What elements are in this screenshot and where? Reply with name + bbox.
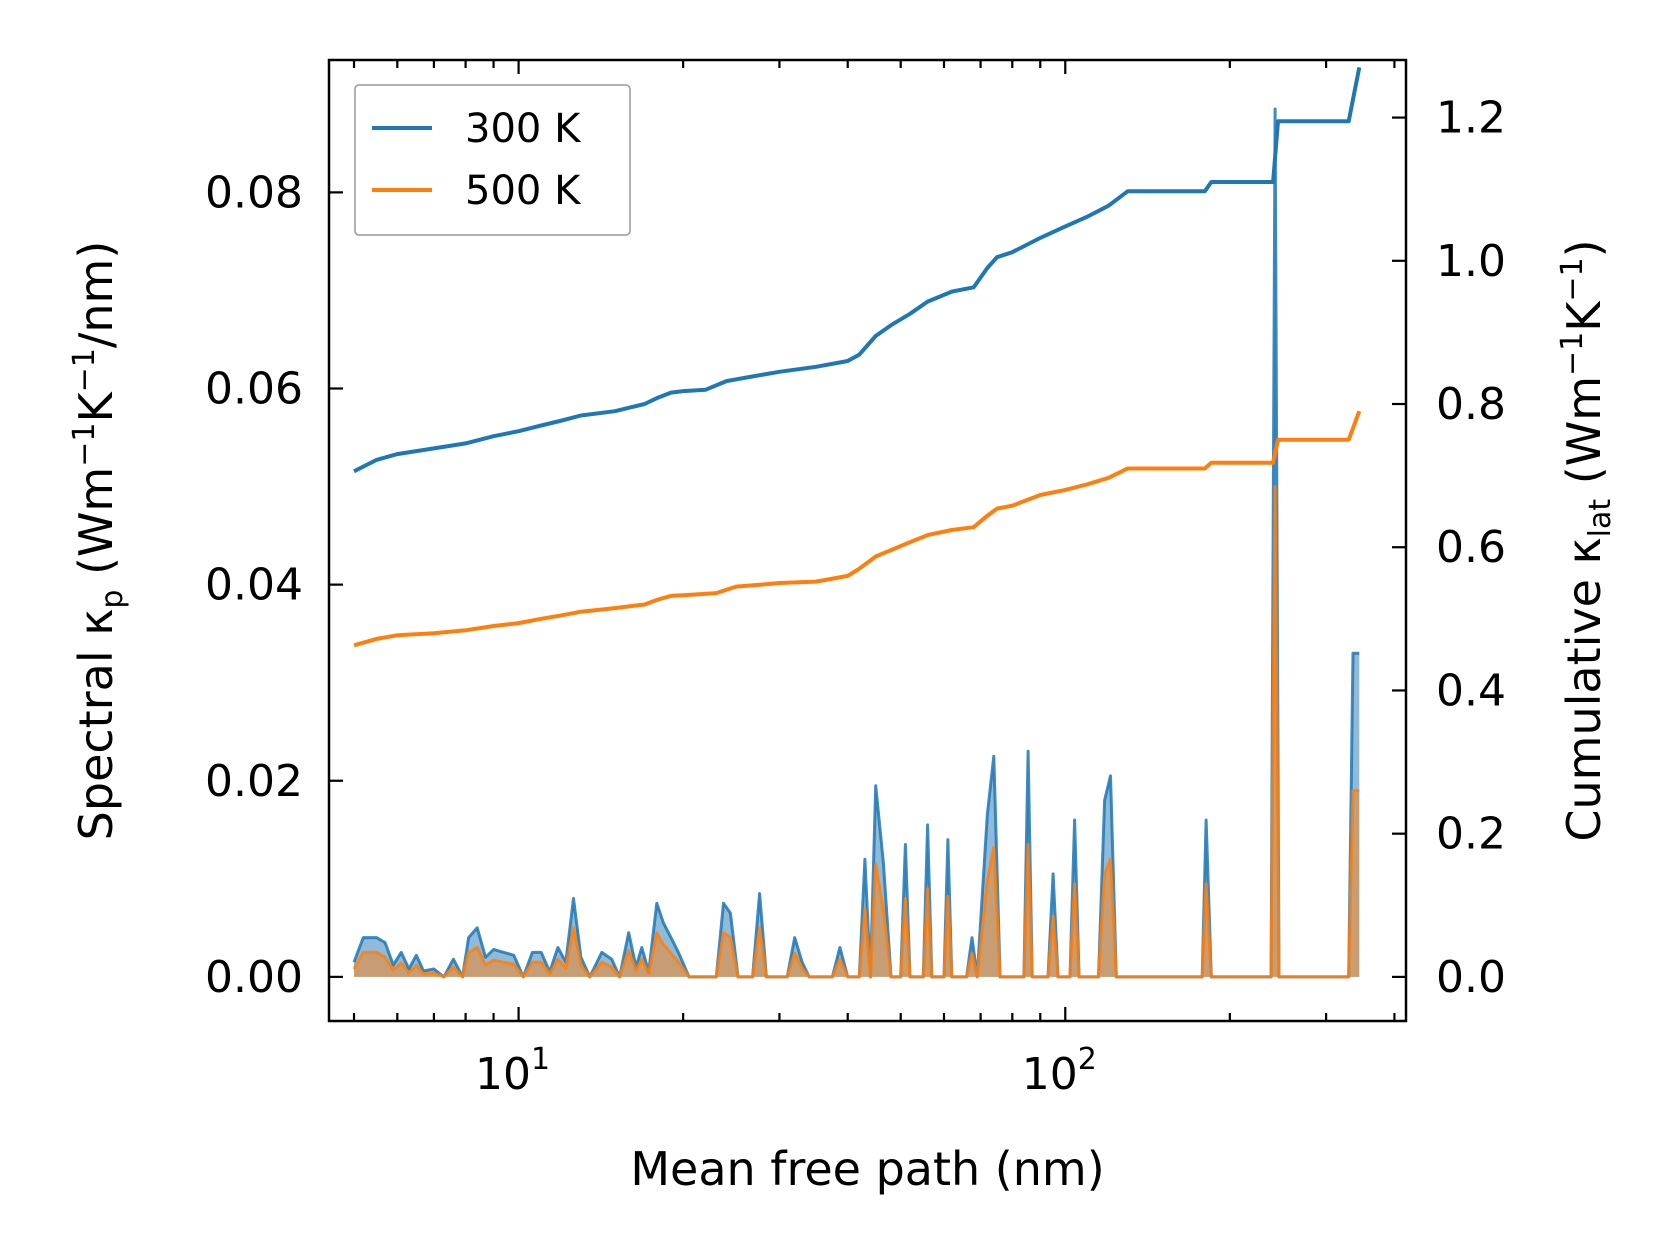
y-right-tick-label: 0.6 bbox=[1436, 522, 1506, 573]
plot-frame bbox=[327, 58, 1408, 1023]
y-right-axis-title: Cumulative κlat (Wm−1K−1) bbox=[1555, 239, 1618, 841]
x-tick-label: 102 bbox=[1022, 1042, 1097, 1100]
y-right-tick-label: 1.2 bbox=[1436, 93, 1506, 144]
legend: 300 K 500 K bbox=[354, 84, 631, 236]
y-right-tick-label: 1.0 bbox=[1436, 236, 1506, 287]
y-left-axis-title: Spectral κp (Wm−1K−1/nm) bbox=[67, 241, 130, 841]
y-left-tick-label: 0.04 bbox=[205, 560, 303, 611]
y-right-title-unit: (Wm bbox=[1557, 376, 1611, 499]
y-left-title-main: Spectral κ bbox=[69, 609, 123, 841]
y-right-tick-label: 0.8 bbox=[1436, 379, 1506, 430]
spectral-fill-layer bbox=[352, 107, 1360, 979]
y-right-title-k: K bbox=[1557, 300, 1611, 332]
y-left-title-unit: (Wm bbox=[69, 467, 123, 590]
tick-layer: 101 1020.000.020.040.060.080.00.20.40.60.… bbox=[205, 60, 1506, 1100]
y-right-title-sup1: −1 bbox=[1555, 332, 1590, 376]
spectral-fill-300k bbox=[354, 109, 1360, 977]
y-right-tick-label: 0.2 bbox=[1436, 809, 1506, 860]
x-tick-label-base: 10 bbox=[1022, 1049, 1078, 1100]
cumulative-line-500k bbox=[353, 410, 1362, 648]
y-left-title-sup2: −1 bbox=[67, 348, 102, 392]
spectral-line-500k bbox=[352, 485, 1360, 979]
spectral-line-300k bbox=[352, 107, 1360, 979]
y-right-title-main: Cumulative κ bbox=[1557, 537, 1611, 841]
x-tick-label-exp: 1 bbox=[531, 1042, 550, 1077]
y-right-tick-label: 0.4 bbox=[1436, 665, 1506, 716]
y-left-title-sup1: −1 bbox=[67, 423, 102, 467]
x-tick-label-base: 10 bbox=[475, 1049, 531, 1100]
legend-box bbox=[354, 84, 631, 236]
y-left-title-tail: /nm) bbox=[69, 241, 123, 348]
legend-label-300k: 300 K bbox=[465, 106, 582, 152]
y-left-tick-label: 0.06 bbox=[205, 364, 303, 415]
y-right-title-sub: lat bbox=[1583, 499, 1618, 538]
x-axis-title: Mean free path (nm) bbox=[630, 1142, 1104, 1196]
x-tick-label: 101 bbox=[475, 1042, 550, 1100]
x-tick-label-exp: 2 bbox=[1078, 1042, 1097, 1077]
cumulative-line-300k bbox=[353, 67, 1362, 474]
legend-label-500k: 500 K bbox=[465, 168, 582, 214]
y-left-tick-label: 0.00 bbox=[205, 952, 303, 1003]
y-left-title-sub: p bbox=[95, 590, 130, 609]
cumulative-line-layer bbox=[353, 67, 1362, 648]
y-left-tick-label: 0.02 bbox=[205, 756, 303, 807]
y-right-title-sup2: −1 bbox=[1555, 257, 1590, 301]
y-left-tick-label: 0.08 bbox=[205, 167, 303, 218]
y-left-title-k: K bbox=[69, 391, 123, 423]
y-right-tick-label: 0.0 bbox=[1436, 952, 1506, 1003]
y-right-title-tail: ) bbox=[1557, 239, 1611, 257]
